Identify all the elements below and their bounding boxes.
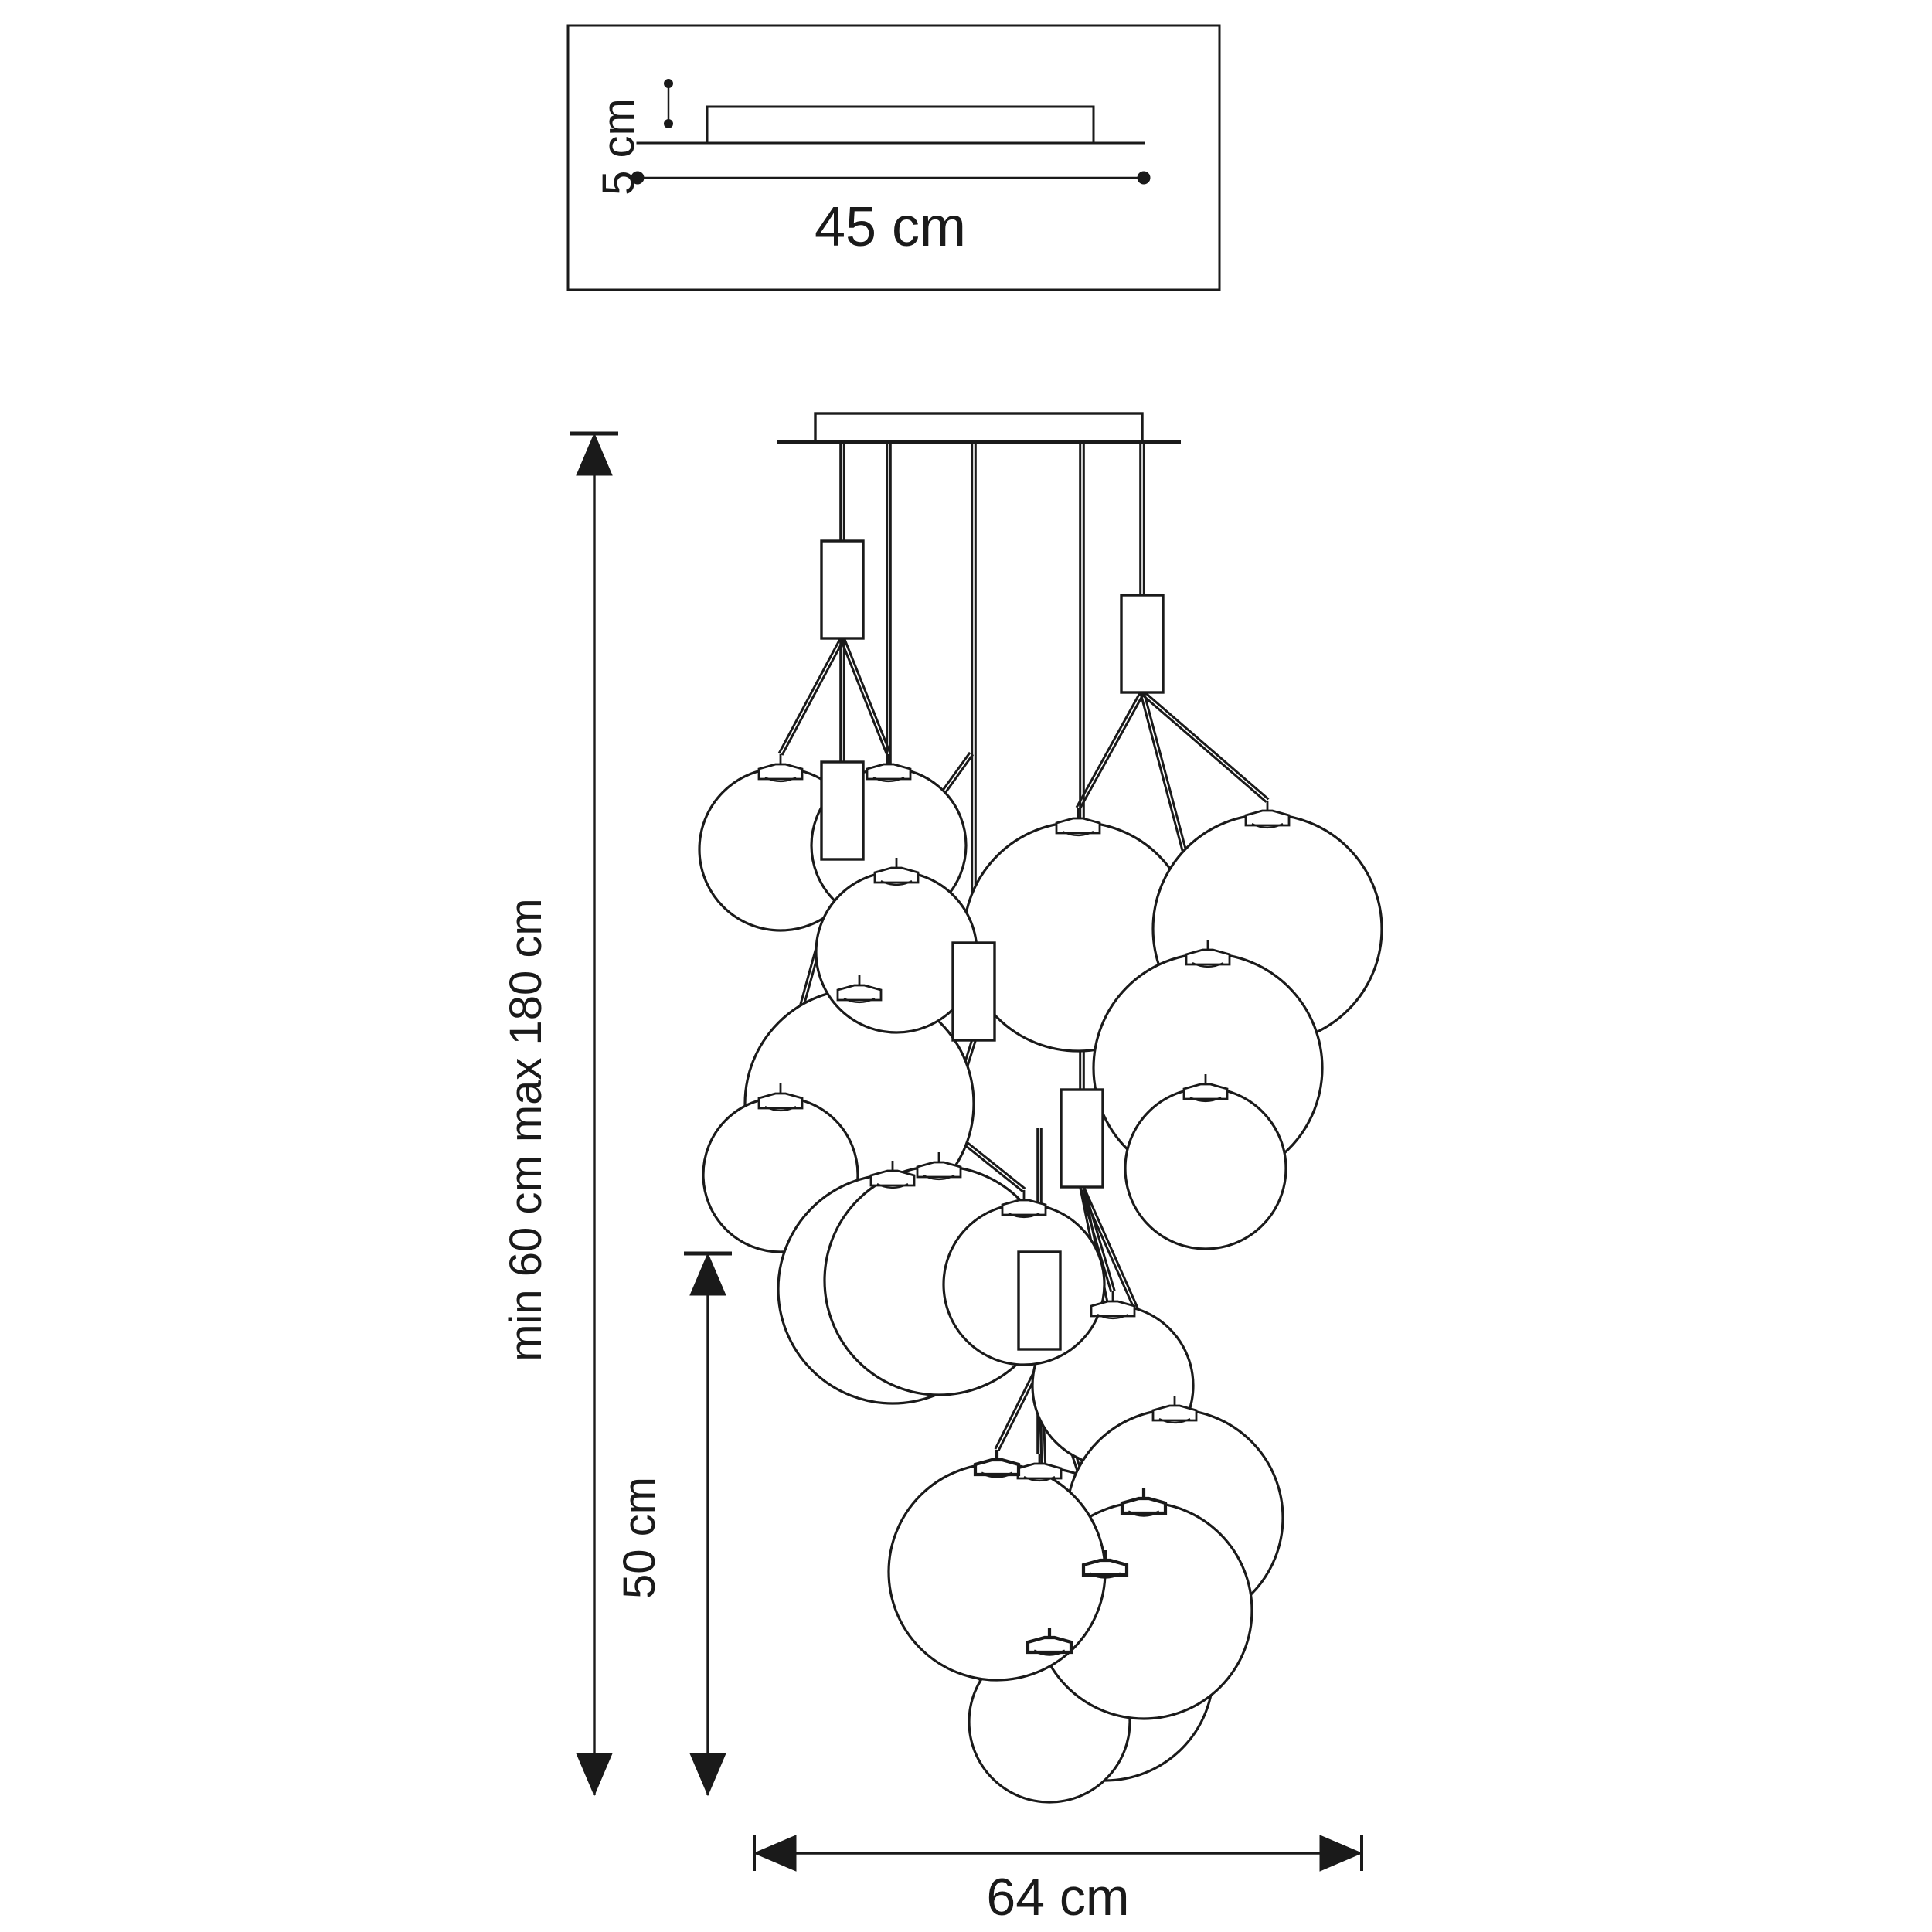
svg-text:45 cm: 45 cm [815,196,966,258]
svg-text:min 60 cm max 180 cm: min 60 cm max 180 cm [501,898,551,1362]
svg-text:50 cm: 50 cm [614,1477,665,1599]
svg-text:64 cm: 64 cm [986,1868,1129,1927]
